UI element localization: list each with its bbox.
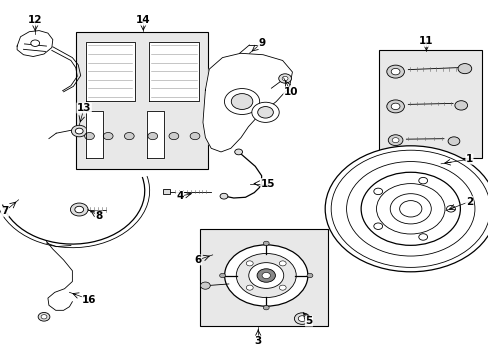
Circle shape — [373, 188, 382, 195]
Bar — [76, 32, 207, 169]
Polygon shape — [146, 111, 163, 158]
Bar — [378, 50, 481, 158]
Circle shape — [279, 261, 285, 266]
Circle shape — [278, 74, 291, 83]
Text: 5: 5 — [305, 316, 312, 326]
Text: 13: 13 — [77, 103, 91, 113]
Circle shape — [31, 40, 40, 46]
Text: 10: 10 — [283, 87, 298, 97]
Polygon shape — [17, 31, 53, 57]
Circle shape — [124, 132, 134, 140]
Text: 7: 7 — [1, 206, 9, 216]
Text: 15: 15 — [260, 179, 275, 189]
Bar — [200, 229, 327, 326]
Circle shape — [41, 315, 47, 319]
Circle shape — [279, 285, 285, 290]
Circle shape — [263, 306, 268, 310]
Text: 12: 12 — [28, 15, 42, 25]
Circle shape — [246, 285, 253, 290]
Circle shape — [306, 273, 312, 278]
Circle shape — [298, 316, 305, 321]
Circle shape — [262, 273, 270, 279]
Circle shape — [376, 184, 444, 234]
Circle shape — [219, 273, 225, 278]
Circle shape — [231, 94, 252, 109]
Circle shape — [390, 68, 399, 75]
Text: 16: 16 — [82, 294, 97, 305]
Circle shape — [236, 253, 296, 298]
Circle shape — [282, 76, 287, 81]
Circle shape — [346, 162, 474, 256]
Circle shape — [147, 132, 157, 140]
Circle shape — [190, 132, 200, 140]
Circle shape — [387, 135, 402, 145]
Polygon shape — [85, 111, 102, 158]
Text: 8: 8 — [95, 211, 102, 221]
Circle shape — [103, 132, 113, 140]
Text: 1: 1 — [465, 154, 472, 164]
Circle shape — [257, 107, 273, 118]
Text: 3: 3 — [254, 336, 261, 346]
Circle shape — [330, 150, 488, 267]
Circle shape — [251, 102, 279, 122]
Circle shape — [75, 128, 83, 134]
Circle shape — [390, 103, 399, 110]
Circle shape — [447, 137, 459, 145]
Circle shape — [418, 234, 427, 240]
Circle shape — [224, 89, 259, 114]
Circle shape — [454, 101, 467, 110]
Circle shape — [38, 312, 50, 321]
Circle shape — [399, 201, 421, 217]
Circle shape — [220, 193, 227, 199]
Circle shape — [386, 100, 404, 113]
Text: 2: 2 — [465, 197, 472, 207]
Text: 6: 6 — [194, 255, 201, 265]
Circle shape — [360, 172, 459, 246]
Text: 11: 11 — [418, 36, 433, 46]
Circle shape — [457, 64, 471, 74]
Text: 14: 14 — [136, 15, 150, 25]
Circle shape — [386, 65, 404, 78]
Polygon shape — [148, 42, 199, 101]
Circle shape — [84, 132, 94, 140]
Circle shape — [71, 125, 87, 137]
Polygon shape — [203, 53, 292, 152]
Circle shape — [70, 203, 88, 216]
Text: 9: 9 — [258, 38, 264, 48]
Circle shape — [418, 177, 427, 184]
Circle shape — [234, 149, 242, 155]
Circle shape — [224, 245, 307, 306]
Circle shape — [373, 223, 382, 229]
Text: 4: 4 — [176, 191, 183, 201]
Bar — [163, 189, 169, 194]
Circle shape — [169, 132, 179, 140]
Circle shape — [200, 282, 210, 289]
Circle shape — [263, 241, 268, 246]
Circle shape — [446, 206, 454, 212]
Circle shape — [246, 261, 253, 266]
Circle shape — [257, 269, 275, 282]
Polygon shape — [85, 42, 135, 101]
Circle shape — [391, 138, 398, 143]
Circle shape — [294, 313, 309, 324]
Circle shape — [389, 194, 430, 224]
Circle shape — [75, 206, 83, 213]
Circle shape — [325, 146, 488, 272]
Circle shape — [248, 263, 283, 288]
